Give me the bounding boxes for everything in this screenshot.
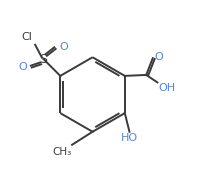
- Text: O: O: [18, 62, 27, 72]
- Text: CH₃: CH₃: [52, 147, 71, 157]
- Text: O: O: [154, 52, 163, 62]
- Text: O: O: [59, 42, 68, 52]
- Text: Cl: Cl: [21, 32, 32, 42]
- Text: S: S: [40, 53, 48, 66]
- Text: HO: HO: [121, 133, 138, 143]
- Text: OH: OH: [158, 83, 175, 93]
